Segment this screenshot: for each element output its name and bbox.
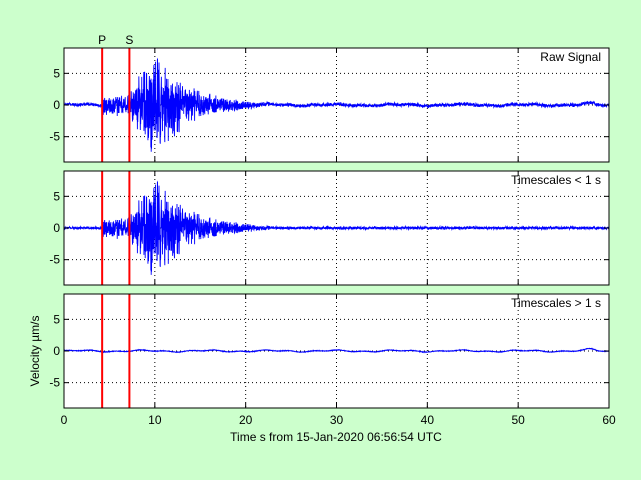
- x-tick-label: 60: [602, 413, 616, 427]
- x-tick-label: 50: [511, 413, 525, 427]
- waveform-series: [63, 180, 610, 275]
- phase-label-s: S: [125, 33, 133, 47]
- y-tick-label: -5: [49, 130, 60, 144]
- y-tick-label: 0: [53, 221, 60, 235]
- y-tick-label: -5: [49, 253, 60, 267]
- panel-1: -5 0 5 Raw Signal: [49, 47, 610, 163]
- panel-label: Timescales < 1 s: [511, 173, 601, 187]
- y-tick-label: 5: [53, 189, 60, 203]
- waveform-series: [63, 347, 610, 354]
- y-tick-label: 5: [53, 312, 60, 326]
- x-tick-label: 20: [239, 413, 253, 427]
- x-tick-label: 40: [421, 413, 435, 427]
- waveform-series: [63, 57, 610, 152]
- x-axis-label: Time s from 15-Jan-2020 06:56:54 UTC: [230, 430, 442, 444]
- phase-label-p: P: [98, 33, 106, 47]
- y-tick-label: 0: [53, 344, 60, 358]
- y-tick-label: 5: [53, 66, 60, 80]
- panel-label: Raw Signal: [540, 50, 601, 64]
- y-tick-label: -5: [49, 376, 60, 390]
- x-tick-label: 30: [330, 413, 344, 427]
- y-tick-label: 0: [53, 98, 60, 112]
- x-tick-label: 10: [148, 413, 162, 427]
- y-axis-label: Velocity µm/s: [28, 316, 42, 387]
- panel-2: -5 0 5 Timescales < 1 s: [49, 170, 610, 286]
- panel-label: Timescales > 1 s: [511, 296, 601, 310]
- x-tick-label: 0: [61, 413, 68, 427]
